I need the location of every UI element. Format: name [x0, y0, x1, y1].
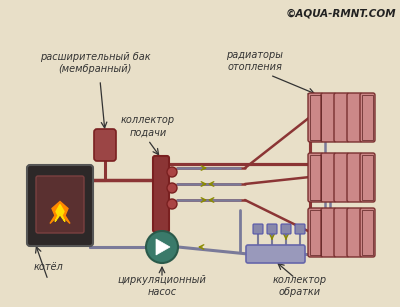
Bar [310, 95, 321, 140]
FancyBboxPatch shape [321, 208, 336, 257]
Polygon shape [50, 201, 70, 223]
FancyBboxPatch shape [253, 224, 263, 234]
FancyBboxPatch shape [281, 224, 291, 234]
FancyBboxPatch shape [334, 208, 349, 257]
FancyBboxPatch shape [334, 93, 349, 142]
FancyBboxPatch shape [321, 153, 336, 202]
Text: коллектор
обратки: коллектор обратки [273, 275, 327, 297]
FancyBboxPatch shape [295, 224, 305, 234]
Bar [362, 95, 373, 140]
FancyBboxPatch shape [246, 245, 305, 263]
Polygon shape [156, 239, 170, 255]
FancyBboxPatch shape [36, 176, 84, 233]
Circle shape [167, 199, 177, 209]
FancyBboxPatch shape [360, 93, 375, 142]
FancyBboxPatch shape [308, 93, 323, 142]
Bar [310, 210, 321, 255]
FancyBboxPatch shape [360, 153, 375, 202]
Text: ©AQUA-RMNT.COM: ©AQUA-RMNT.COM [285, 8, 396, 18]
FancyBboxPatch shape [267, 224, 277, 234]
Bar [362, 210, 373, 255]
FancyBboxPatch shape [308, 208, 323, 257]
Bar [310, 155, 321, 200]
Text: котёл: котёл [33, 262, 63, 272]
Text: коллектор
подачи: коллектор подачи [121, 115, 175, 138]
FancyBboxPatch shape [360, 208, 375, 257]
FancyBboxPatch shape [347, 208, 362, 257]
Circle shape [167, 183, 177, 193]
FancyBboxPatch shape [347, 153, 362, 202]
FancyBboxPatch shape [321, 93, 336, 142]
Text: циркуляционный
насос: циркуляционный насос [118, 275, 206, 297]
Circle shape [167, 167, 177, 177]
FancyBboxPatch shape [308, 153, 323, 202]
Bar [362, 155, 373, 200]
Polygon shape [55, 204, 65, 221]
Circle shape [146, 231, 178, 263]
FancyBboxPatch shape [94, 129, 116, 161]
FancyBboxPatch shape [153, 156, 169, 232]
Text: расширительный бак
(мембранный): расширительный бак (мембранный) [40, 52, 150, 74]
FancyBboxPatch shape [334, 153, 349, 202]
FancyBboxPatch shape [27, 165, 93, 246]
FancyBboxPatch shape [347, 93, 362, 142]
Text: радиаторы
отопления: радиаторы отопления [226, 50, 284, 72]
